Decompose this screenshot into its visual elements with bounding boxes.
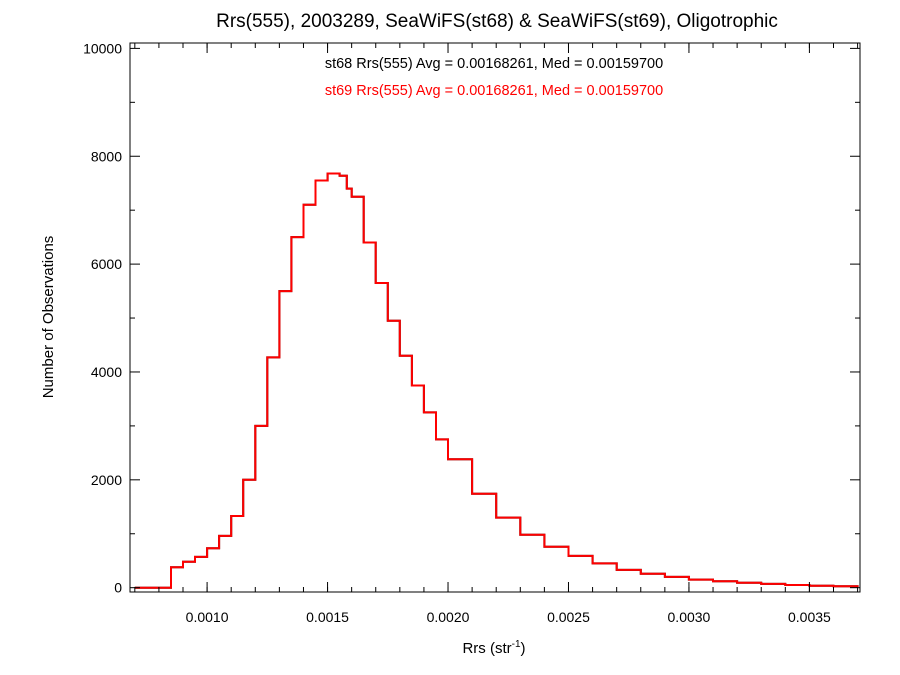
plot-frame <box>129 42 861 593</box>
y-tick-label: 0 <box>114 580 122 596</box>
series-layer <box>134 172 859 589</box>
y-tick-label: 2000 <box>91 472 122 488</box>
x-tick-label: 0.0010 <box>186 609 229 625</box>
y-axis-ticks: 0 2000 4000 6000 8000 10000 <box>83 40 860 596</box>
series-st68-line <box>134 172 859 589</box>
x-axis-label: Rrs (str-1) <box>462 639 525 657</box>
series-st69-line <box>134 172 859 589</box>
x-tick-label: 0.0030 <box>668 609 711 625</box>
y-tick-label: 10000 <box>83 40 122 56</box>
x-tick-label: 0.0020 <box>427 609 470 625</box>
x-tick-label: 0.0035 <box>788 609 831 625</box>
annotation-st69: st69 Rrs(555) Avg = 0.00168261, Med = 0.… <box>325 83 663 99</box>
y-tick-label: 8000 <box>91 148 122 164</box>
y-axis-label: Number of Observations <box>40 236 57 399</box>
annotation-st68: st68 Rrs(555) Avg = 0.00168261, Med = 0.… <box>325 56 663 72</box>
y-tick-label: 6000 <box>91 256 122 272</box>
chart-title: Rrs(555), 2003289, SeaWiFS(st68) & SeaWi… <box>216 11 778 32</box>
x-axis-ticks: 0.0010 0.0015 0.0020 0.0025 0.0030 0.0035 <box>134 43 859 625</box>
x-tick-label: 0.0025 <box>547 609 590 625</box>
y-tick-label: 4000 <box>91 364 122 380</box>
x-tick-label: 0.0015 <box>306 609 349 625</box>
